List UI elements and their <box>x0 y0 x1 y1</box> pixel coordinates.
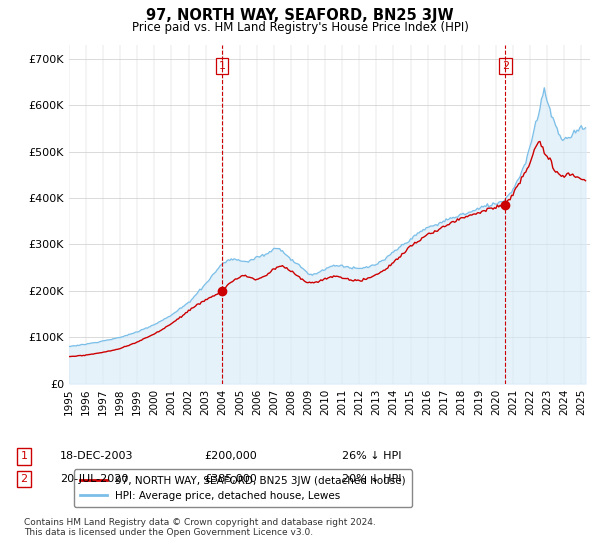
Text: 18-DEC-2003: 18-DEC-2003 <box>60 451 133 461</box>
Text: £385,000: £385,000 <box>204 474 257 484</box>
Text: 97, NORTH WAY, SEAFORD, BN25 3JW: 97, NORTH WAY, SEAFORD, BN25 3JW <box>146 8 454 24</box>
Text: 20-JUL-2020: 20-JUL-2020 <box>60 474 128 484</box>
Text: 2: 2 <box>20 474 28 484</box>
Text: Contains HM Land Registry data © Crown copyright and database right 2024.
This d: Contains HM Land Registry data © Crown c… <box>24 518 376 538</box>
Text: 20% ↓ HPI: 20% ↓ HPI <box>342 474 401 484</box>
Text: Price paid vs. HM Land Registry's House Price Index (HPI): Price paid vs. HM Land Registry's House … <box>131 21 469 34</box>
Text: 2: 2 <box>502 61 509 71</box>
Legend: 97, NORTH WAY, SEAFORD, BN25 3JW (detached house), HPI: Average price, detached : 97, NORTH WAY, SEAFORD, BN25 3JW (detach… <box>74 469 412 507</box>
Text: £200,000: £200,000 <box>204 451 257 461</box>
Text: 1: 1 <box>20 451 28 461</box>
Text: 26% ↓ HPI: 26% ↓ HPI <box>342 451 401 461</box>
Text: 1: 1 <box>218 61 226 71</box>
